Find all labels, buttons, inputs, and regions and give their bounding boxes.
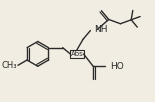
Text: Abs: Abs [71, 51, 83, 57]
FancyBboxPatch shape [70, 50, 84, 58]
Text: CH₃: CH₃ [2, 61, 17, 70]
Text: HO: HO [110, 62, 124, 71]
Text: NH: NH [94, 25, 108, 34]
